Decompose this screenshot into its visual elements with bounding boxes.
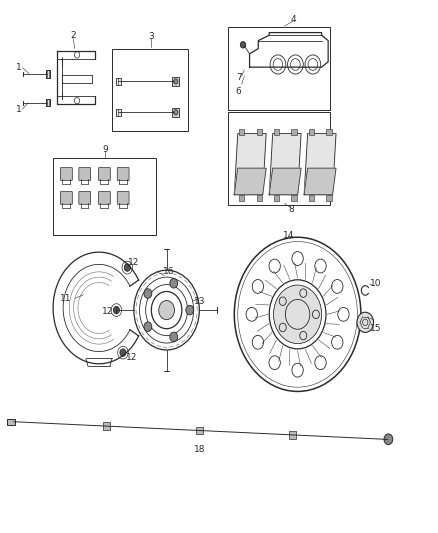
Circle shape bbox=[173, 110, 178, 115]
Polygon shape bbox=[269, 168, 301, 195]
Text: 6: 6 bbox=[236, 86, 241, 95]
Circle shape bbox=[159, 301, 174, 320]
FancyBboxPatch shape bbox=[99, 191, 110, 204]
Text: 11: 11 bbox=[60, 294, 72, 303]
Bar bbox=[308, 195, 314, 201]
Bar bbox=[228, 112, 330, 205]
Polygon shape bbox=[234, 168, 266, 195]
Text: 4: 4 bbox=[290, 15, 296, 24]
Bar bbox=[291, 129, 297, 135]
Circle shape bbox=[173, 79, 178, 84]
FancyBboxPatch shape bbox=[79, 191, 91, 204]
Bar bbox=[112, 49, 188, 131]
Text: 14: 14 bbox=[283, 231, 294, 240]
Bar bbox=[289, 431, 296, 439]
Bar bbox=[117, 109, 121, 116]
Bar bbox=[326, 195, 332, 201]
Bar bbox=[257, 195, 262, 201]
Bar bbox=[117, 78, 121, 85]
Bar bbox=[326, 129, 332, 135]
Circle shape bbox=[124, 264, 131, 271]
Text: 2: 2 bbox=[70, 31, 75, 40]
Text: 15: 15 bbox=[371, 324, 382, 333]
FancyBboxPatch shape bbox=[117, 167, 129, 180]
Bar bbox=[46, 70, 50, 78]
Bar bbox=[274, 195, 279, 201]
Text: 16: 16 bbox=[163, 268, 174, 276]
Circle shape bbox=[170, 332, 178, 342]
Text: 12: 12 bbox=[128, 258, 140, 266]
Text: 18: 18 bbox=[194, 446, 205, 455]
Circle shape bbox=[357, 312, 374, 333]
Bar bbox=[46, 99, 50, 107]
Polygon shape bbox=[269, 134, 301, 195]
Circle shape bbox=[384, 434, 393, 445]
Bar bbox=[239, 195, 244, 201]
Bar bbox=[172, 77, 179, 86]
Polygon shape bbox=[234, 134, 266, 195]
Bar bbox=[53, 158, 155, 235]
FancyBboxPatch shape bbox=[60, 167, 72, 180]
Circle shape bbox=[170, 279, 178, 288]
FancyBboxPatch shape bbox=[117, 191, 129, 204]
Text: 10: 10 bbox=[371, 279, 382, 288]
Circle shape bbox=[113, 306, 120, 314]
Bar bbox=[228, 27, 330, 110]
Circle shape bbox=[186, 305, 194, 315]
Bar bbox=[172, 108, 179, 117]
Text: 8: 8 bbox=[288, 205, 294, 214]
Bar bbox=[291, 195, 297, 201]
FancyBboxPatch shape bbox=[79, 167, 91, 180]
Bar bbox=[103, 422, 110, 430]
Circle shape bbox=[144, 289, 152, 298]
Bar bbox=[274, 129, 279, 135]
Circle shape bbox=[144, 322, 152, 332]
Circle shape bbox=[240, 42, 246, 48]
Polygon shape bbox=[304, 134, 336, 195]
Bar bbox=[196, 427, 203, 434]
Circle shape bbox=[274, 285, 321, 344]
Circle shape bbox=[120, 349, 126, 357]
Bar bbox=[308, 129, 314, 135]
Text: 12: 12 bbox=[102, 307, 113, 316]
Text: 9: 9 bbox=[102, 145, 108, 154]
Text: 12: 12 bbox=[126, 353, 138, 362]
Text: 3: 3 bbox=[148, 33, 154, 42]
Bar bbox=[239, 129, 244, 135]
FancyBboxPatch shape bbox=[60, 191, 72, 204]
FancyBboxPatch shape bbox=[99, 167, 110, 180]
Text: 1: 1 bbox=[16, 104, 22, 114]
Text: 13: 13 bbox=[194, 296, 205, 305]
Text: 7: 7 bbox=[236, 73, 241, 82]
Polygon shape bbox=[304, 168, 336, 195]
Text: 1: 1 bbox=[16, 63, 22, 72]
Bar bbox=[257, 129, 262, 135]
Bar bbox=[7, 418, 15, 425]
